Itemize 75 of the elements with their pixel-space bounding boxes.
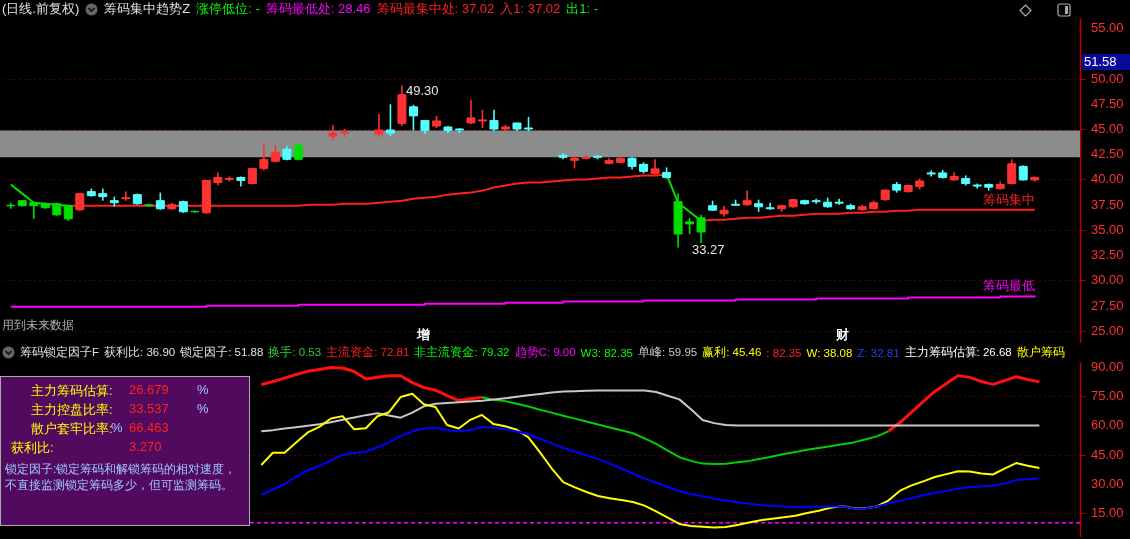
line-series <box>886 374 1041 433</box>
y-tick-label: 25.00 <box>1091 322 1124 338</box>
annotation: 主力控盘比率: <box>31 401 113 419</box>
candlestick <box>259 142 269 172</box>
series-label: 筹码集中 <box>982 191 1035 207</box>
line-series <box>260 389 1041 433</box>
y-tick-label: 40.00 <box>1091 171 1124 187</box>
annotation: 锁定因子:锁定筹码和解锁筹码的相对速度，不直接监测锁定筹码多少，但可监测筹码。 <box>5 461 237 493</box>
text: : 82.35 <box>766 346 802 359</box>
candlestick <box>1007 158 1017 186</box>
text: 锁定因子: 51.88 <box>180 345 264 360</box>
text: 主流资金: 72.81 <box>326 345 410 360</box>
line-series <box>260 392 1041 529</box>
annotation: 66.463 <box>129 420 169 435</box>
annotation: 3.270 <box>129 439 162 454</box>
y-tick-label: 60.00 <box>1091 417 1124 433</box>
candlestick <box>374 113 384 138</box>
y-tick-label: 75.00 <box>1091 388 1124 404</box>
text: 赢利: 45.46 <box>702 345 762 360</box>
annotation: 增 <box>415 327 430 342</box>
text: 获利比: 36.90 <box>104 345 176 360</box>
chart-title: (日线.前复权) <box>2 0 80 18</box>
y-tick-label: 55.00 <box>1091 20 1124 36</box>
y-tick-label: 47.50 <box>1091 95 1124 111</box>
annotation: 49.30 <box>406 83 439 98</box>
y-tick-label: 35.00 <box>1091 221 1124 237</box>
text: 非主流资金: 79.32 <box>414 345 510 360</box>
text: 用到未来数据 <box>2 317 74 334</box>
text: W3: 82.35 <box>580 346 633 359</box>
text: Z: 32.81 <box>857 346 900 359</box>
line-series <box>260 426 1041 510</box>
chart-title: 筹码锁定因子F <box>20 345 100 360</box>
text: 筹码最集中处: 37.02 <box>376 0 495 18</box>
text: 趋势C: 9.00 <box>514 345 576 360</box>
annotation: 26.679 <box>129 382 169 397</box>
candlestick <box>121 190 131 202</box>
text: 换手: 0.53 <box>268 345 322 360</box>
y-tick-label: 37.50 <box>1091 196 1124 212</box>
candlestick <box>765 201 775 211</box>
y-tick-label: 27.50 <box>1091 297 1124 313</box>
annotation: % <box>111 420 123 435</box>
y-tick-label: 50.00 <box>1091 70 1124 86</box>
y-tick-label: 30.00 <box>1091 475 1124 491</box>
annotation: 获利比: <box>11 439 54 457</box>
y-tick-label: 30.00 <box>1091 272 1124 288</box>
y-tick-label: 15.00 <box>1091 505 1124 521</box>
y-tick-label: 45.00 <box>1091 446 1124 462</box>
text: 51.58 <box>1084 54 1117 69</box>
candlestick <box>466 98 476 125</box>
text: 单峰: 59.95 <box>638 345 698 360</box>
annotation: 主力筹码估算: <box>31 382 113 400</box>
text: 散户筹码 <box>1016 345 1065 360</box>
annotation: % <box>197 382 209 397</box>
candlestick <box>489 109 499 132</box>
text: 筹码最低处: 28.46 <box>265 0 371 18</box>
annotation: 33.27 <box>692 242 725 257</box>
y-tick-label: 90.00 <box>1091 359 1124 375</box>
text: 主力筹码估算: 26.68 <box>904 345 1012 360</box>
text: 涨停低位: - <box>196 0 260 18</box>
candlestick <box>477 109 487 129</box>
annotation: % <box>197 401 209 416</box>
text: W: 38.08 <box>806 346 853 359</box>
annotation: 33.537 <box>129 401 169 416</box>
y-tick-label: 32.50 <box>1091 247 1124 263</box>
candlestick <box>408 104 418 132</box>
y-tick-label: 42.50 <box>1091 146 1124 162</box>
text: 出1: - <box>566 0 599 18</box>
series-label: 筹码最低 <box>982 277 1035 293</box>
line-series <box>480 396 890 465</box>
y-tick-label: 45.00 <box>1091 121 1124 137</box>
candlestick <box>385 103 395 137</box>
text: 入1: 37.02 <box>500 0 561 18</box>
line-series <box>259 365 484 403</box>
text: 筹码集中趋势Z <box>104 0 191 18</box>
annotation: 财 <box>834 327 849 342</box>
